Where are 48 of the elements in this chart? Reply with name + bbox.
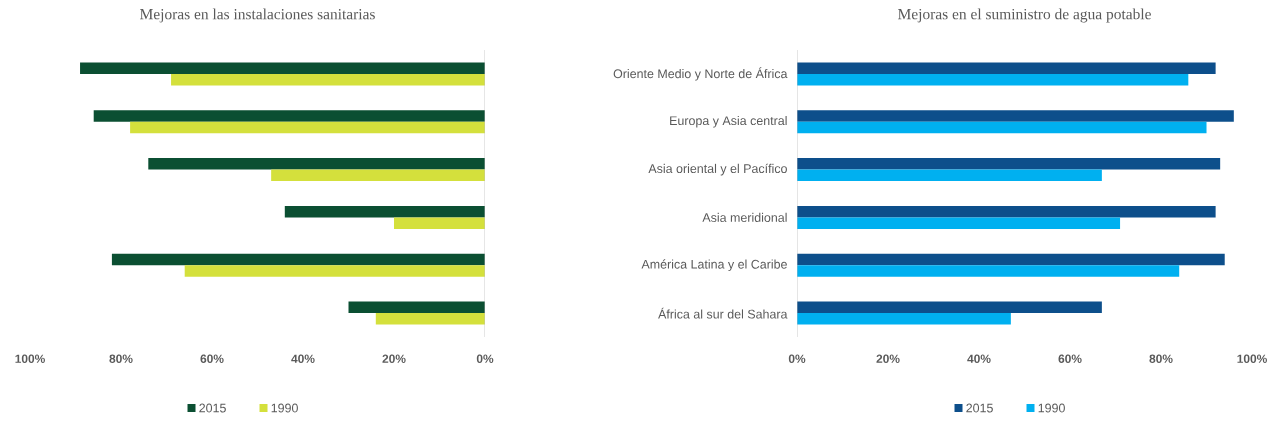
x-tick-label: 20% [382, 354, 406, 363]
bar [797, 121, 1207, 134]
bar [171, 73, 486, 86]
bar [797, 313, 1011, 325]
legend-label: 1990 [271, 403, 298, 413]
bar [797, 265, 1180, 277]
bar [797, 169, 1102, 182]
x-tick-label: 60% [200, 354, 224, 363]
x-tick-label: 0% [788, 354, 806, 363]
bar [375, 313, 486, 325]
bar [111, 253, 486, 266]
x-tick-label: 0% [476, 354, 494, 363]
x-tick-label: 40% [967, 354, 991, 363]
y-tick-label: América Latina y el Caribe [641, 259, 787, 272]
x-tick-label: 80% [1149, 354, 1173, 363]
y-tick-label: Oriente Medio y Norte de África [613, 67, 788, 81]
bar [797, 158, 1221, 170]
chart-title: Mejoras en las instalaciones sanitarias [140, 8, 375, 23]
bar [80, 62, 486, 74]
bar [271, 169, 486, 182]
legend-label: 1990 [1038, 403, 1065, 413]
bar [284, 205, 486, 218]
bar [797, 73, 1189, 86]
bar [93, 110, 486, 122]
bar [797, 301, 1102, 314]
bar [394, 217, 486, 229]
y-tick-label: Asia oriental y el Pacífico [648, 163, 787, 176]
x-tick-label: 100% [1237, 354, 1267, 363]
x-tick-label: 60% [1058, 354, 1082, 363]
x-tick-label: 100% [15, 354, 45, 363]
chart-title: Mejoras en el suministro de agua potable [898, 8, 1151, 23]
x-tick-label: 20% [876, 354, 900, 363]
bar [797, 205, 1216, 218]
bar [797, 110, 1234, 122]
legend-label: 2015 [199, 403, 226, 413]
bar [184, 265, 486, 277]
x-tick-label: 80% [109, 354, 133, 363]
y-tick-label: África al sur del Sahara [658, 307, 788, 319]
x-tick-label: 40% [291, 354, 315, 363]
bar [130, 121, 486, 134]
bar [797, 62, 1216, 74]
bar [797, 253, 1225, 266]
bar [797, 217, 1121, 229]
legend-label: 2015 [966, 403, 993, 413]
bar [148, 158, 486, 170]
y-tick-label: Asia meridional [702, 212, 787, 222]
bar [348, 301, 486, 314]
y-tick-label: Europa y Asia central [670, 115, 787, 128]
